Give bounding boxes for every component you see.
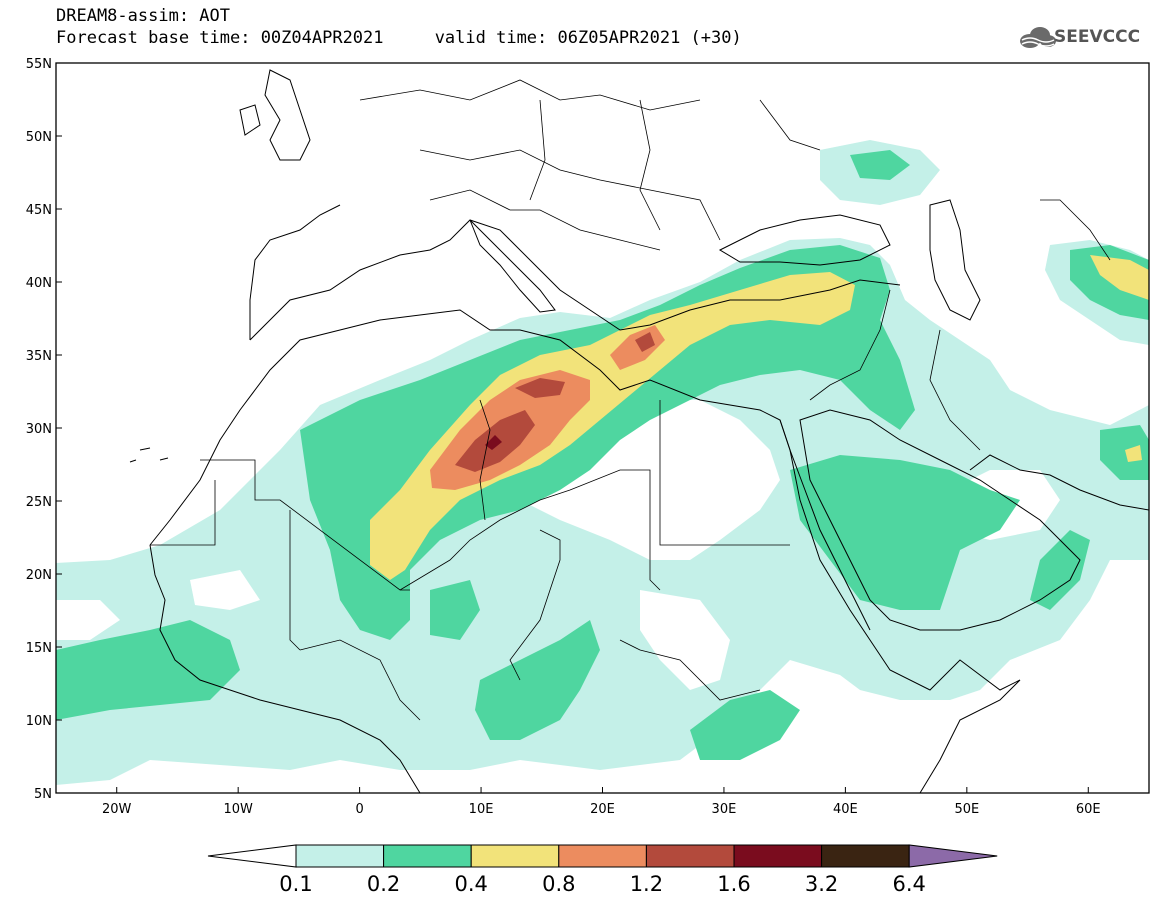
country-borders	[150, 79, 1111, 721]
seevccc-logo	[1020, 27, 1056, 48]
lat-tick-label: 40N	[26, 276, 52, 291]
lat-tick-label: 50N	[26, 130, 52, 145]
lat-tick-label: 35N	[26, 349, 52, 364]
colorbar-swatch	[383, 844, 472, 868]
colorbar: 0.1 0.2 0.4 0.8 1.2 1.6 3.2 6.4	[207, 844, 998, 896]
lon-tick-label: 0	[355, 802, 363, 817]
colorbar-level-label: 6.4	[892, 872, 925, 896]
colorbar-level-label: 1.2	[630, 872, 663, 896]
lat-tick-label: 25N	[26, 495, 52, 510]
colorbar-swatch	[558, 844, 647, 868]
coastlines	[129, 69, 1149, 793]
lat-tick-label: 15N	[26, 641, 52, 656]
lat-tick-label: 20N	[26, 568, 52, 583]
colorbar-swatch	[470, 844, 560, 868]
colorbar-level-label: 0.2	[367, 872, 400, 896]
colorbar-level-label: 3.2	[805, 872, 838, 896]
aot-map: 55N 50N 45N 40N 35N 30N 25N 20N 15N 10N 5N 20W 10W 0…	[26, 57, 1150, 817]
lat-tick-label: 45N	[26, 203, 52, 218]
latitude-axis: 55N 50N 45N 40N 35N 30N 25N 20N 15N 10N 5N	[26, 57, 62, 802]
colorbar-swatch	[295, 844, 385, 868]
colorbar-swatch	[733, 844, 823, 868]
aot-level-1.6	[485, 435, 502, 450]
colorbar-level-label: 0.8	[542, 872, 575, 896]
lon-tick-label: 20E	[590, 802, 615, 817]
lon-tick-label: 60E	[1076, 802, 1101, 817]
aot-level-0.2	[56, 150, 1149, 760]
lon-tick-label: 50E	[954, 802, 979, 817]
lon-tick-label: 20W	[102, 802, 132, 817]
colorbar-swatch	[821, 844, 910, 868]
lat-tick-label: 10N	[26, 714, 52, 729]
lat-tick-label: 5N	[34, 787, 52, 802]
colorbar-level-label: 1.6	[717, 872, 750, 896]
colorbar-level-label: 0.1	[279, 872, 312, 896]
map-title: DREAM8-assim: AOT	[56, 6, 230, 26]
forecast-times: Forecast base time: 00Z04APR2021 valid t…	[56, 28, 742, 48]
lon-tick-label: 30E	[712, 802, 737, 817]
lon-tick-label: 10E	[469, 802, 494, 817]
colorbar-over-arrow	[908, 844, 998, 868]
logo-text: SEEVCCC	[1054, 27, 1141, 47]
lat-tick-label: 55N	[26, 57, 52, 72]
longitude-axis: 20W 10W 0 10E 20E 30E 40E 50E 60E	[102, 787, 1101, 817]
lon-tick-label: 40E	[833, 802, 858, 817]
colorbar-under-arrow	[207, 844, 297, 868]
lon-tick-label: 10W	[223, 802, 253, 817]
aot-field	[56, 140, 1149, 785]
lat-tick-label: 30N	[26, 422, 52, 437]
colorbar-swatch	[645, 844, 735, 868]
colorbar-level-label: 0.4	[454, 872, 487, 896]
